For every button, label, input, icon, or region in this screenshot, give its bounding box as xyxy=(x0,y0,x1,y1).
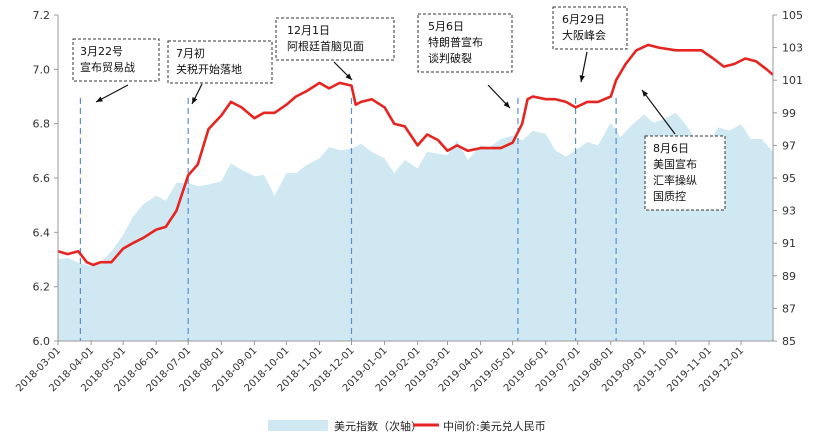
event-annotation-text: 阿根廷首脑见面 xyxy=(287,39,364,53)
event-arrow-6 xyxy=(641,89,676,135)
y-right-tick-label: 85 xyxy=(782,335,796,348)
y-left-tick-label: 7.2 xyxy=(33,9,51,22)
event-annotation-text: 汇率操纵 xyxy=(653,173,697,187)
y-right-tick-label: 89 xyxy=(782,270,796,283)
event-annotation-text: 美国宣布 xyxy=(653,157,697,171)
legend-label-dxy: 美元指数（次轴） xyxy=(334,419,422,433)
y-left-tick-label: 6.0 xyxy=(33,335,51,348)
y-right-tick-label: 97 xyxy=(782,139,796,152)
event-annotation-text: 关税开始落地 xyxy=(176,62,242,76)
event-annotation-box-5 xyxy=(552,6,628,50)
event-annotation-text: 大阪峰会 xyxy=(562,28,606,42)
event-arrowhead-2 xyxy=(192,97,198,104)
event-arrowhead-1 xyxy=(96,96,103,102)
event-annotation-text: 特朗普宣布 xyxy=(428,35,483,49)
event-annotation-text: 谈判破裂 xyxy=(428,51,472,65)
usdcny-line xyxy=(57,43,774,267)
y-right-tick-label: 105 xyxy=(782,9,803,22)
y-left-tick-label: 6.6 xyxy=(33,172,51,185)
y-right-tick-label: 87 xyxy=(782,302,796,315)
y-left-tick-label: 6.8 xyxy=(33,118,51,131)
y-right-tick-label: 103 xyxy=(782,42,803,55)
event-annotation-text: 8月6日 xyxy=(653,142,689,155)
y-right-tick-label: 95 xyxy=(782,172,796,185)
event-annotation-text: 国质控 xyxy=(653,189,686,203)
event-annotation-text: 7月初 xyxy=(176,46,205,60)
y-left-tick-label: 6.2 xyxy=(33,281,51,294)
dxy-area xyxy=(58,112,773,341)
event-annotation-text: 12月1日 xyxy=(287,24,330,37)
event-annotation-box-3 xyxy=(275,17,395,61)
event-arrowhead-5 xyxy=(579,75,585,82)
y-left-tick-label: 7.0 xyxy=(33,63,51,76)
event-annotation-box-2 xyxy=(167,40,273,84)
event-arrowhead-3 xyxy=(345,73,352,80)
event-arrowhead-4 xyxy=(503,101,510,108)
y-right-tick-label: 91 xyxy=(782,237,796,250)
event-annotation-text: 3月22号 xyxy=(80,45,123,58)
event-annotation-box-6 xyxy=(644,135,726,211)
legend-label-usdcny: 中间价:美元兑人民币 xyxy=(443,419,546,433)
event-annotation-box-1 xyxy=(72,38,160,82)
event-annotation-box-4 xyxy=(417,13,513,73)
y-right-tick-label: 99 xyxy=(782,107,796,120)
y-left-tick-label: 6.4 xyxy=(33,226,51,239)
event-arrowhead-6 xyxy=(642,90,649,97)
legend-swatch-dxy xyxy=(268,420,328,431)
event-annotation-text: 6月29日 xyxy=(562,13,605,26)
y-right-tick-label: 93 xyxy=(782,205,796,218)
y-right-tick-label: 101 xyxy=(782,74,803,87)
event-annotation-text: 宣布贸易战 xyxy=(80,60,135,74)
event-annotation-text: 5月6日 xyxy=(428,20,464,33)
